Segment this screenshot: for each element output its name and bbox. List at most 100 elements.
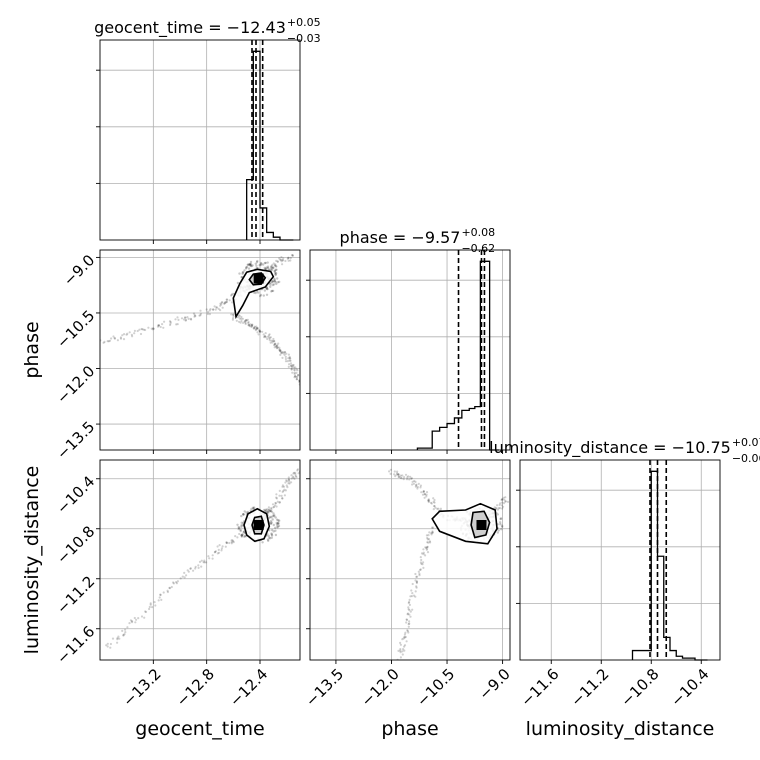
sample-point: [294, 374, 297, 378]
sample-point: [242, 321, 245, 324]
sample-point: [246, 318, 249, 321]
sample-point: [502, 502, 506, 505]
sample-point: [433, 505, 436, 508]
sample-point: [105, 644, 108, 647]
sample-point: [280, 260, 283, 263]
sample-point: [271, 280, 274, 283]
sample-point: [405, 478, 409, 481]
sample-point: [255, 325, 258, 328]
sample-point: [126, 332, 129, 335]
sample-point: [288, 357, 291, 360]
sample-point: [102, 341, 105, 344]
sample-point: [499, 517, 502, 521]
tick-label-x: −10.5: [413, 665, 458, 710]
sample-point: [498, 503, 501, 506]
sample-point: [255, 327, 258, 330]
sample-point: [200, 565, 203, 568]
sample-point: [500, 524, 504, 527]
sample-point: [236, 536, 239, 539]
sample-point: [273, 342, 276, 345]
sample-point: [406, 612, 410, 615]
sample-point: [130, 333, 133, 336]
tick-label-y: −10.4: [53, 472, 98, 517]
sample-point: [408, 478, 411, 481]
sample-point: [422, 548, 425, 551]
sample-point: [399, 648, 402, 651]
sample-point: [272, 266, 275, 270]
sample-point: [498, 507, 502, 510]
sample-point: [493, 506, 496, 509]
sample-point: [217, 307, 220, 310]
sample-point: [184, 316, 187, 319]
sample-point: [274, 272, 278, 275]
sample-point: [411, 483, 414, 486]
sample-point: [231, 292, 234, 295]
sample-point: [119, 336, 122, 339]
sample-point: [232, 313, 235, 316]
sample-point: [225, 541, 229, 545]
sample-point: [270, 265, 273, 268]
sample-point: [415, 483, 418, 486]
sample-point: [277, 519, 280, 522]
sample-point: [109, 646, 112, 649]
sample-point: [239, 529, 242, 533]
sample-point: [211, 557, 214, 560]
sample-point: [266, 508, 269, 511]
tick-label-y: −10.5: [53, 307, 98, 352]
sample-point: [432, 497, 435, 500]
sample-point: [239, 321, 242, 324]
sample-point: [268, 337, 271, 340]
sample-point: [289, 357, 292, 360]
sample-point: [128, 622, 131, 625]
sample-point: [499, 517, 503, 520]
histogram-title: geocent_time = −12.43: [94, 18, 286, 38]
sample-point: [406, 613, 409, 616]
sample-point: [242, 271, 245, 274]
sample-point: [205, 561, 208, 564]
sample-point: [176, 323, 179, 326]
sample-point: [217, 548, 220, 552]
sample-point: [166, 589, 169, 592]
sample-point: [254, 291, 257, 295]
sample-point: [401, 650, 404, 653]
sample-point: [106, 642, 109, 645]
sample-point: [247, 263, 250, 266]
sample-point: [263, 508, 266, 512]
sample-point: [403, 476, 406, 479]
sample-point: [239, 528, 242, 532]
title-superscript: +0.07: [732, 436, 760, 449]
sample-point: [238, 532, 241, 536]
sample-point: [404, 631, 407, 634]
sample-point: [406, 630, 409, 633]
sample-point: [273, 339, 276, 343]
sample-point: [162, 326, 165, 329]
histogram-luminosity_distance: [631, 470, 708, 661]
histogram-frame: [99, 39, 301, 241]
tick-label-y: −12.0: [53, 362, 98, 407]
sample-point: [224, 545, 227, 548]
sample-point: [133, 329, 136, 332]
sample-point: [423, 492, 426, 496]
scatter-panel-geocent_time-phase: [96, 249, 301, 454]
sample-point: [224, 301, 227, 304]
sample-point: [293, 371, 296, 374]
sample-point: [243, 534, 247, 538]
sample-point: [278, 257, 281, 260]
sample-point: [116, 641, 119, 644]
sample-point: [278, 280, 281, 284]
sample-point: [421, 493, 425, 496]
sample-point: [281, 259, 285, 262]
sample-point: [124, 631, 127, 634]
sample-point: [413, 479, 416, 483]
sample-point: [425, 534, 428, 537]
sample-point: [274, 533, 278, 537]
sample-point: [266, 287, 269, 291]
sample-point: [273, 504, 277, 507]
sample-point: [273, 270, 276, 273]
sample-point: [260, 262, 263, 266]
sample-point: [287, 259, 290, 262]
sample-point: [240, 525, 243, 528]
sample-point: [254, 262, 257, 265]
sample-point: [297, 472, 300, 475]
sample-point: [273, 346, 276, 349]
